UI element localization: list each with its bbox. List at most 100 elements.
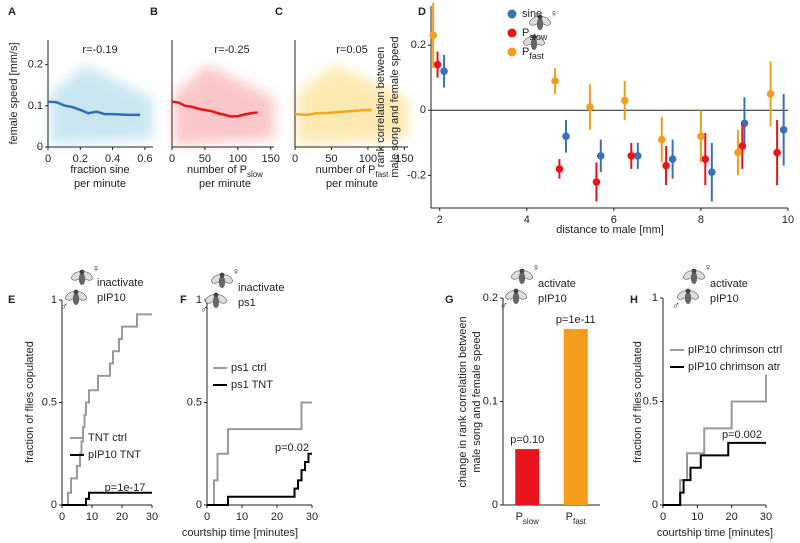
x-tick-label: 150 [262,153,280,165]
y-tick-label: 1 [51,294,57,306]
y-tick-label: 0.5 [42,396,57,408]
point [701,155,710,163]
bar-annotation: p=1e-11 [556,314,596,326]
fly-head [519,268,525,274]
panel-letter: E [8,294,15,306]
y-tick-label: 0.2 [483,292,498,304]
target-label: pIP10 [97,292,126,304]
legend-label-main: P [522,46,529,58]
fly-body [536,18,544,30]
x-tick-label: 10 [236,511,248,523]
legend-label: pIP10 TNT [88,449,141,461]
y-tick-label: -0.2 [407,169,426,181]
fly-head [73,289,79,295]
legend-label: ps1 TNT [231,379,273,391]
x-tick-label: 0 [292,153,298,165]
annotation: r=-0.25 [214,44,249,56]
y-tick-label: 0 [51,499,57,511]
y-tick-label: 0 [196,499,202,511]
bar-annotation: p=0.10 [510,434,544,446]
fly-body [78,273,86,285]
panel-letter: C [275,6,283,18]
point [697,132,705,141]
point [433,60,442,69]
fly-head [691,268,697,274]
target-label: pIP10 [710,293,739,305]
x-tick-label: 20 [116,511,128,523]
y-tick-label: 0.2 [28,59,43,71]
x-tick-label: 0.2 [73,153,88,165]
fly-body [512,292,520,304]
x-axis-label: per minute [199,178,251,190]
x-tick-label: 50 [199,153,211,165]
fly-icon [205,272,233,308]
y-tick-label: 1 [196,294,202,306]
point [627,152,636,160]
step-line [207,401,312,506]
point [551,77,559,85]
y-tick-label: 0.1 [28,100,43,112]
annotation: p=0.002 [722,429,762,441]
x-axis-label-main: number of P [187,164,247,176]
fly-head [537,14,543,20]
point [668,155,677,163]
panel-letter: A [8,6,16,18]
point [779,126,788,134]
x-axis-label: number of Pfast [316,164,390,179]
x-tick-label: 0.6 [137,153,152,165]
legend-label: pIP10 chrimson atr [688,361,781,373]
point-cloud [50,64,153,145]
point [738,142,747,150]
x-axis-label: number of Pslow [187,164,263,179]
x-tick-label: 10 [691,511,703,523]
x-tick-label: 0 [169,153,175,165]
point-cloud [297,64,408,145]
x-axis-label-sub: fast [376,170,390,179]
x-tick-label: 0.4 [105,153,120,165]
condition-label: activate [710,278,748,290]
annotation: r=0.05 [336,44,368,56]
fly-head [219,272,225,278]
point [592,178,601,186]
point [596,152,605,160]
step-line [663,374,767,506]
condition-label: inactivate [238,282,284,294]
x-axis-label: courtship time [minutes] [657,527,773,539]
fly-head [531,34,537,40]
x-tick-label: 10 [782,214,794,226]
legend-label: Pslow [522,27,548,42]
y-axis-label: fraction of flies copulated [24,341,36,463]
x-tick-label: 0 [660,511,666,523]
fly-head [213,292,219,298]
y-tick-label: 0.5 [643,395,658,407]
sex-symbol: ♀ [232,266,240,278]
target-label: ps1 [238,297,256,309]
legend-marker [507,9,517,19]
point [734,148,742,157]
sex-symbol: ♀ [92,263,100,275]
point [766,90,775,98]
y-axis-label: change in rank correlation between [457,316,469,487]
y-tick-label: 0.2 [411,39,426,51]
legend-label: Pfast [522,46,544,61]
legend-label-sub: fast [529,51,544,61]
y-tick-label: 0 [37,141,43,153]
sex-symbol: ♀ [550,8,558,20]
x-axis-label: per minute [326,178,378,190]
fly-head [513,288,519,294]
point [633,152,642,160]
trend-line [171,100,258,118]
x-tick-label: Pfast [566,511,587,526]
x-tick-label: 50 [325,153,337,165]
x-tick-label-main: P [516,511,523,523]
x-tick-label: 10 [86,511,98,523]
x-tick-label: 100 [229,153,247,165]
x-tick-label: 30 [306,511,318,523]
x-tick-label: 6 [611,214,617,226]
legend-marker [507,28,517,38]
point [555,165,564,173]
y-tick-label: 1 [652,292,658,304]
legend-label: ps1 ctrl [231,362,266,374]
fly-body [518,272,526,284]
